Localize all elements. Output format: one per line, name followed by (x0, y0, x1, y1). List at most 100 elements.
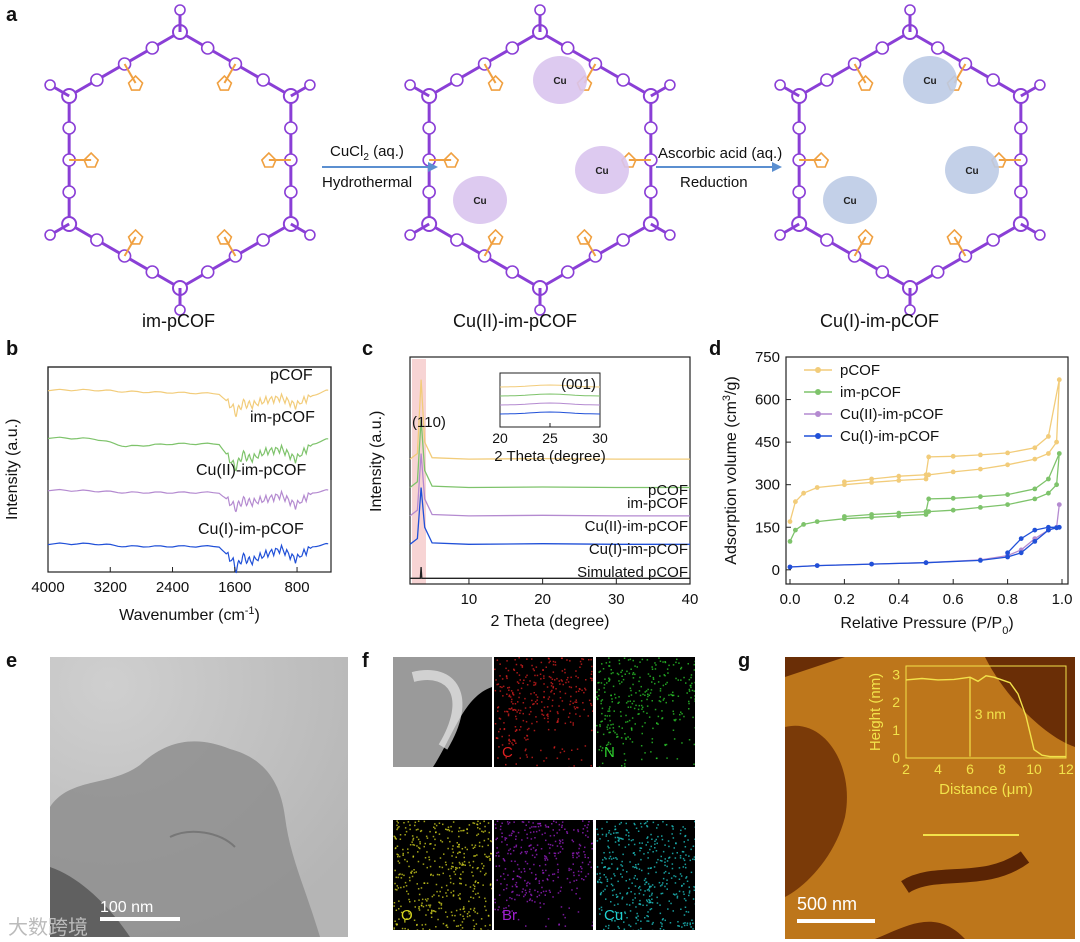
d-point (1018, 536, 1024, 541)
eds-dot (657, 723, 659, 725)
eds-dot (640, 704, 643, 707)
eds-dot (528, 899, 531, 901)
eds-dot (459, 877, 461, 879)
eds-dot (458, 867, 461, 869)
eds-dot (652, 727, 654, 730)
eds-dot (618, 844, 620, 846)
eds-dot (596, 828, 598, 830)
eds-dot (608, 680, 610, 682)
eds-dot (568, 867, 570, 870)
eds-dot (653, 866, 656, 868)
eds-dot (550, 685, 553, 687)
eds-dot (662, 684, 665, 687)
eds-dot (511, 742, 513, 744)
eds-dot (510, 853, 512, 855)
eds-dot (515, 663, 518, 666)
eds-dot (535, 853, 538, 856)
eds-dot (484, 905, 486, 908)
eds-dot (414, 821, 417, 824)
eds-dot (670, 877, 673, 879)
eds-dot (506, 821, 509, 823)
eds-dot (531, 756, 533, 759)
b-label-cu-i: Cu(I)-im-pCOF (198, 521, 304, 538)
eds-dot (398, 908, 400, 910)
eds-dot (682, 866, 685, 868)
eds-dot (422, 928, 424, 930)
eds-dot (400, 886, 402, 889)
eds-dot (495, 679, 497, 681)
eds-dot (541, 713, 543, 716)
eds-dot (646, 712, 648, 714)
eds-dot (662, 929, 665, 930)
eds-dot (422, 863, 425, 865)
eds-dot (559, 851, 562, 853)
eds-dot (586, 826, 588, 829)
d-point (1005, 550, 1010, 556)
d-ytick-label: 600 (755, 392, 780, 409)
eds-dot (585, 834, 587, 837)
eds-dot (462, 915, 464, 917)
eds-dot (455, 868, 457, 871)
d-legend-label-1: im-pCOF (840, 384, 901, 401)
eds-dot (622, 742, 624, 745)
eds-dot (450, 825, 452, 828)
d-series-1 (789, 453, 1060, 542)
eds-dot (455, 909, 458, 912)
eds-dot (503, 728, 506, 731)
c-inset-tick-label: 25 (542, 430, 558, 446)
eds-dot (546, 706, 549, 708)
eds-dot (572, 722, 574, 724)
eds-dot (433, 894, 435, 896)
eds-dot (517, 709, 520, 711)
eds-dot (529, 706, 531, 709)
eds-dot (503, 860, 506, 862)
eds-dot (612, 851, 614, 853)
eds-dot (545, 890, 547, 892)
eds-dot (528, 713, 531, 716)
eds-map-haadf (393, 657, 492, 767)
eds-dot (617, 880, 619, 883)
arrow2-bottom-label: Reduction (680, 174, 748, 191)
eds-dot (557, 876, 559, 879)
node-end-ring (174, 304, 186, 316)
eds-dot (405, 885, 408, 887)
eds-dot (514, 884, 517, 886)
eds-dot (650, 901, 652, 904)
eds-dot (662, 882, 664, 884)
eds-dot (618, 840, 620, 842)
eds-dot (663, 697, 665, 700)
eds-dot (415, 871, 417, 873)
eds-dot (544, 855, 546, 857)
d-point (923, 509, 929, 514)
eds-dot (398, 873, 400, 876)
eds-dot (469, 915, 471, 917)
eds-dot (583, 851, 585, 853)
eds-dot (688, 886, 690, 888)
eds-dot (557, 721, 559, 723)
eds-dot (509, 897, 511, 899)
benzene-ring (820, 233, 834, 247)
eds-dot (438, 901, 440, 903)
eds-dot (672, 837, 675, 839)
eds-dot (646, 698, 648, 701)
eds-dot (575, 852, 578, 854)
eds-dot (431, 910, 433, 913)
eds-dot (598, 688, 600, 691)
eds-dot (640, 858, 642, 861)
eds-dot (642, 904, 644, 906)
benzene-ring (200, 41, 215, 55)
eds-dot (536, 703, 538, 705)
eds-dot (606, 728, 609, 731)
eds-dot (520, 871, 523, 873)
eds-dot (647, 836, 649, 838)
eds-dot (462, 864, 465, 866)
d-xtick-label: 0.8 (997, 591, 1018, 608)
eds-dot (432, 874, 434, 877)
eds-dot (420, 829, 423, 832)
benzene-ring (62, 185, 76, 199)
eds-dot (630, 689, 632, 692)
eds-dot (662, 699, 665, 701)
imidazolium-ring (83, 151, 100, 168)
eds-dot (655, 861, 658, 864)
eds-dot (647, 693, 649, 695)
